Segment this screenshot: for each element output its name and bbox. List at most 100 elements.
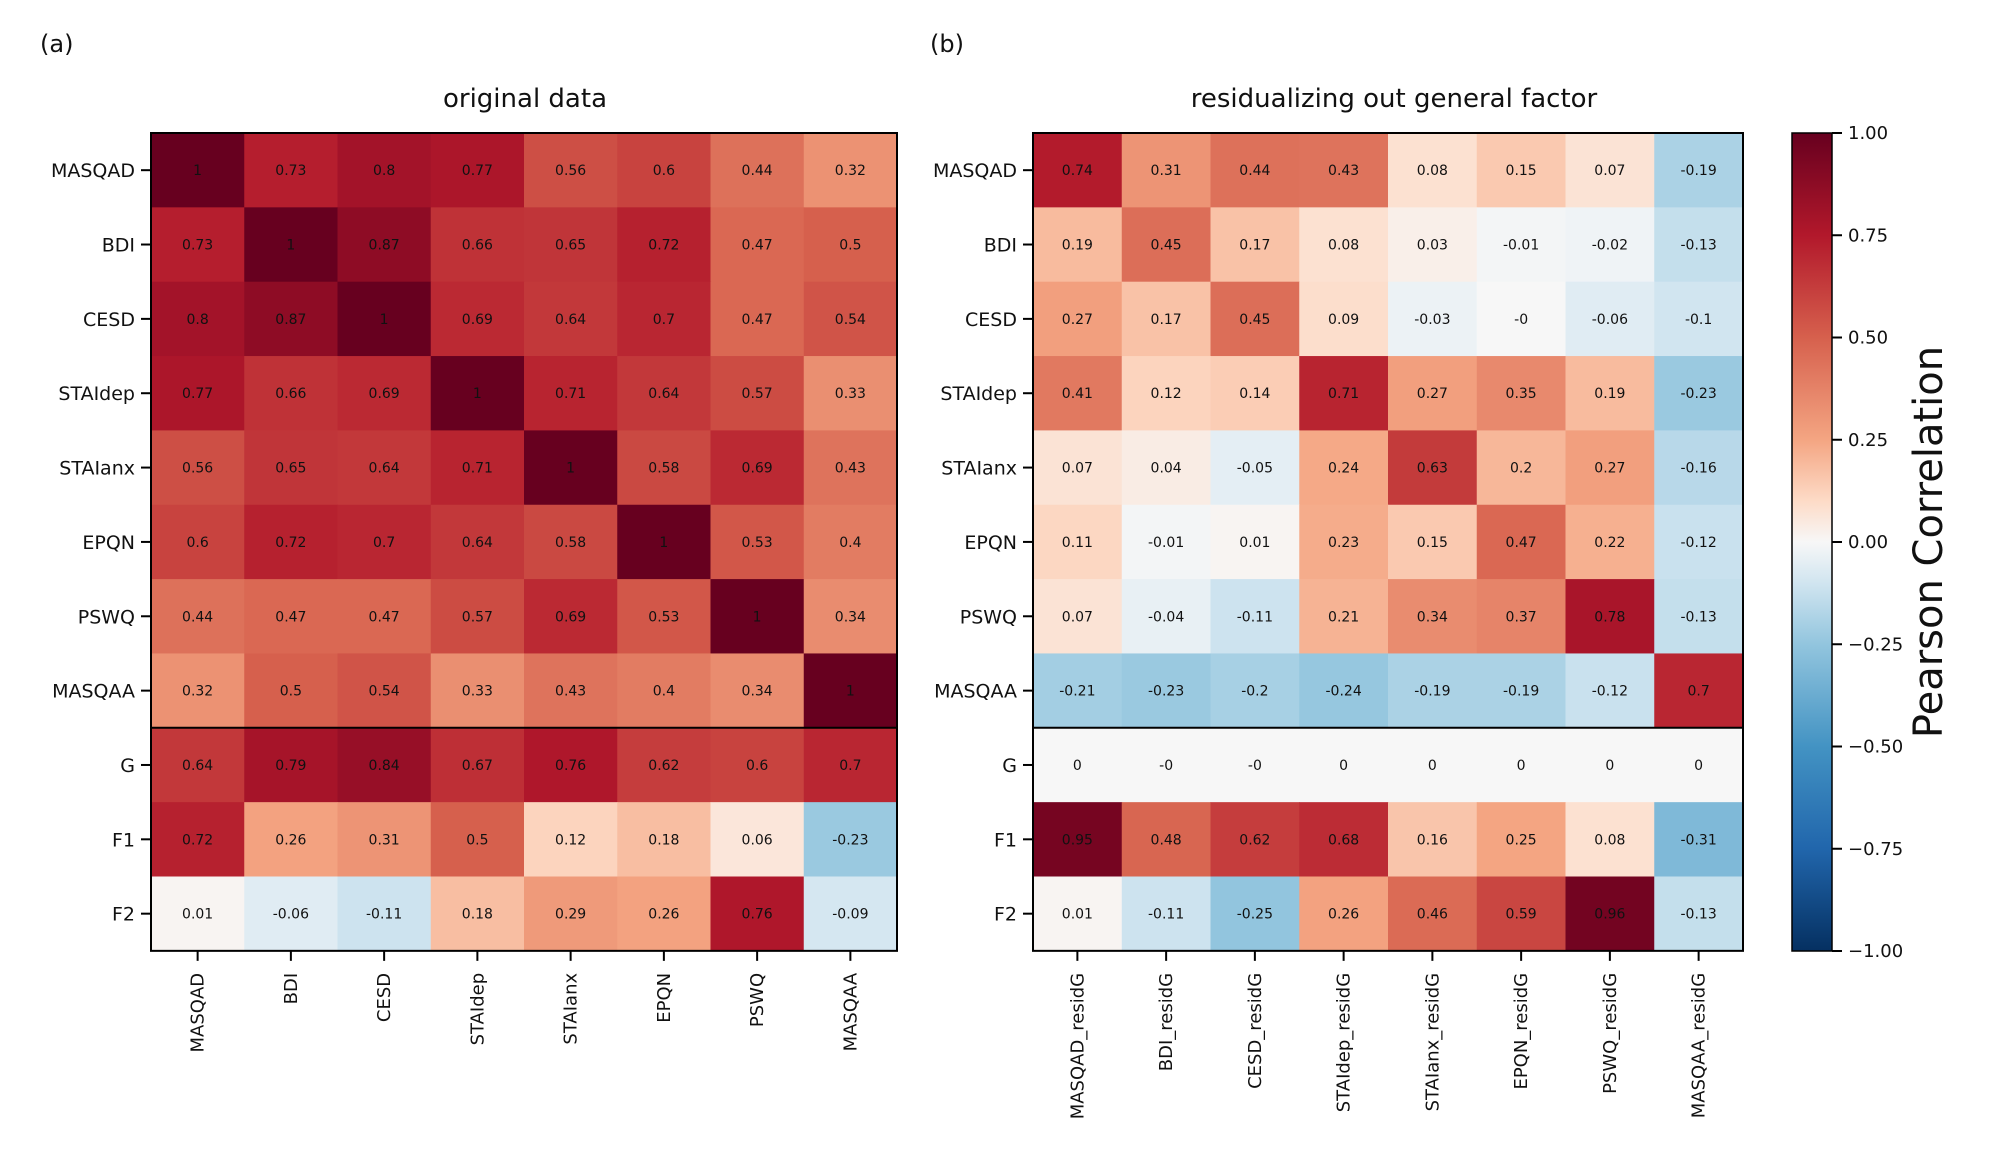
- heatmap-cell-label: 0.65: [555, 238, 586, 254]
- heatmap-cell-label: -0: [1514, 312, 1528, 328]
- heatmap-cell-label: 0: [1517, 758, 1526, 774]
- heatmap-cell-label: 0.73: [182, 238, 213, 254]
- heatmap-cell: [710, 356, 805, 431]
- heatmap-cell: [1565, 207, 1655, 283]
- panel-b-x-axis: MASQAD_residG BDI_residG CESD_residG STAIde…: [1067, 950, 1710, 1119]
- heatmap-cell: [1210, 579, 1300, 655]
- heatmap-cell: [1210, 430, 1300, 506]
- colorbar-tick-label: −0.25: [1848, 634, 1903, 655]
- panel-b-cells: 0.74 0.31 0.44 0.43 0.08 0.15 0.07 -0.19 0.19 0.4…: [1033, 133, 1744, 952]
- heatmap-cell: [244, 876, 339, 952]
- heatmap-cell: [337, 356, 432, 431]
- y-tick-label: STAIdep: [940, 383, 1017, 405]
- heatmap-cell-label: -0.21: [1059, 684, 1095, 700]
- heatmap-cell: [524, 356, 618, 431]
- heatmap-cell: [244, 356, 339, 431]
- heatmap-cell: [244, 802, 339, 878]
- heatmap-cell-label: 0.5: [280, 684, 302, 700]
- heatmap-cell: [524, 727, 618, 803]
- heatmap-cell-label: 0.77: [462, 163, 493, 179]
- heatmap-cell-label: -0.25: [1237, 907, 1273, 923]
- heatmap-cell: [524, 281, 618, 357]
- y-tick-label: MASQAD: [51, 160, 135, 182]
- heatmap-cell: [1121, 356, 1212, 431]
- heatmap-cell-label: 0.08: [1417, 163, 1448, 179]
- heatmap-cell-label: 0.95: [1062, 832, 1093, 848]
- heatmap-cell: [151, 281, 245, 357]
- heatmap-cell-label: 0.26: [275, 832, 306, 848]
- heatmap-cell-label: -0.13: [1681, 609, 1717, 625]
- heatmap-cell: [1565, 133, 1655, 208]
- y-tick-label: MASQAA: [52, 681, 135, 703]
- y-tick-label: BDI: [984, 235, 1017, 257]
- heatmap-cell-label: 0.47: [275, 609, 306, 625]
- heatmap-cell-label: 0.32: [835, 163, 866, 179]
- heatmap-cell-label: 0.34: [1417, 609, 1448, 625]
- heatmap-cell: [710, 133, 805, 208]
- heatmap-cell-label: 0.2: [1510, 461, 1532, 477]
- heatmap-cell-label: 0.96: [1594, 907, 1625, 923]
- y-tick-label: EPQN: [964, 532, 1017, 554]
- heatmap-cell-label: 0.08: [1594, 832, 1625, 848]
- heatmap-cell-label: 0.45: [1151, 238, 1182, 254]
- heatmap-cell: [617, 430, 712, 506]
- colorbar-ticks: 1.00 0.75 0.50 0.25 0.00 −0.25 −0.50 −0.75 −1.00: [1791, 123, 1903, 962]
- heatmap-cell: [1299, 579, 1389, 655]
- heatmap-cell-label: 0.71: [555, 386, 586, 402]
- heatmap-cell: [337, 876, 432, 952]
- heatmap-cell: [1565, 579, 1655, 655]
- heatmap-cell: [803, 281, 898, 357]
- heatmap-cell: [1476, 356, 1567, 431]
- heatmap-cell: [1654, 653, 1744, 729]
- heatmap-cell: [1033, 802, 1123, 878]
- x-tick-label: BDI_residG: [1156, 973, 1177, 1071]
- x-tick-label: MASQAD: [188, 973, 209, 1053]
- x-tick-label: MASQAA_residG: [1689, 973, 1710, 1118]
- heatmap-cell: [1388, 579, 1478, 655]
- heatmap-cell: [710, 281, 805, 357]
- heatmap-cell-label: 0.15: [1417, 535, 1448, 551]
- heatmap-cell: [1654, 876, 1744, 952]
- heatmap-cell: [1299, 876, 1389, 952]
- heatmap-cell: [151, 653, 245, 729]
- heatmap-cell: [1210, 207, 1300, 283]
- heatmap-cell: [803, 727, 898, 803]
- colorbar-tick-label: 0.00: [1848, 532, 1888, 553]
- heatmap-cell-label: 1: [846, 684, 855, 700]
- heatmap-cell-label: 0.84: [369, 758, 400, 774]
- heatmap-cell: [151, 133, 245, 208]
- heatmap-cell-label: 0.69: [742, 461, 773, 477]
- heatmap-cell-label: 0.7: [653, 312, 675, 328]
- colorbar-label: Pearson Correlation: [1906, 346, 1952, 738]
- heatmap-cell: [803, 207, 898, 283]
- heatmap-cell: [151, 727, 245, 803]
- y-tick-label: STAIdep: [58, 383, 135, 405]
- heatmap-cell: [1033, 356, 1123, 431]
- heatmap-cell-label: -0.06: [273, 907, 309, 923]
- heatmap-cell: [244, 133, 339, 208]
- heatmap-cell: [710, 802, 805, 878]
- heatmap-cell-label: 0.47: [369, 609, 400, 625]
- heatmap-cell-label: 0.41: [1062, 386, 1093, 402]
- heatmap-cell: [151, 207, 245, 283]
- heatmap-cell-label: 0.01: [182, 907, 213, 923]
- y-tick-label: G: [1002, 755, 1017, 777]
- heatmap-cell-label: 0.18: [648, 832, 679, 848]
- heatmap-cell-label: 0.07: [1594, 163, 1625, 179]
- x-tick-label: CESD_residG: [1245, 973, 1266, 1089]
- heatmap-cell-label: 0.43: [1328, 163, 1359, 179]
- heatmap-cell: [151, 356, 245, 431]
- panel-a-cells: 1 0.73 0.8 0.77 0.56 0.6 0.44 0.32 0.73 1 0.87 0.66…: [151, 133, 898, 952]
- heatmap-cell: [1388, 281, 1478, 357]
- x-tick-label: PSWQ: [747, 973, 768, 1027]
- heatmap-cell: [1121, 504, 1212, 580]
- heatmap-cell: [617, 133, 712, 208]
- heatmap-cell: [1654, 281, 1744, 357]
- heatmap-cell: [430, 579, 525, 655]
- heatmap-cell-label: 0.62: [1239, 832, 1270, 848]
- heatmap-cell-label: 0.77: [182, 386, 213, 402]
- x-tick-label: MASQAD_residG: [1067, 973, 1088, 1119]
- heatmap-cell-label: -0.02: [1592, 238, 1628, 254]
- heatmap-cell-label: -0.12: [1681, 535, 1717, 551]
- y-tick-label: STAIanx: [59, 458, 135, 480]
